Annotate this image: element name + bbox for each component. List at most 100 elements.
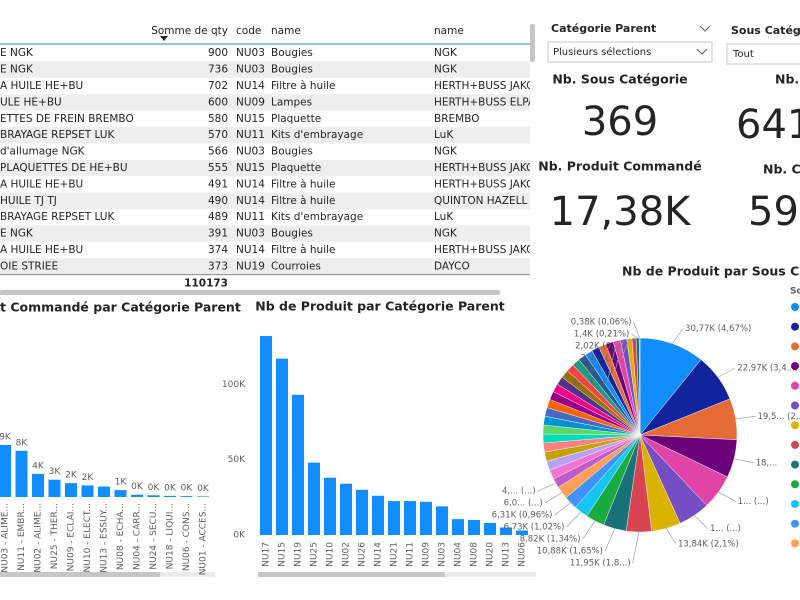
chart-hscrollbar[interactable] bbox=[258, 572, 445, 577]
cell: A HUILE HE+BU bbox=[0, 244, 83, 256]
leader-line bbox=[537, 482, 556, 492]
x-tick-label: NU08 - ECHA... bbox=[116, 503, 126, 570]
cell: BRAYAGE REPSET LUK bbox=[0, 211, 115, 223]
cell: BREMBO bbox=[434, 113, 479, 125]
pie-slice bbox=[639, 337, 702, 436]
leader-line bbox=[632, 531, 640, 564]
dropdown[interactable] bbox=[547, 41, 713, 63]
data-label: 2,4... (...) bbox=[581, 354, 620, 364]
chevron[interactable] bbox=[696, 48, 708, 55]
slicer-title: Catégorie Parent bbox=[551, 22, 656, 35]
y-tick-label: 50K bbox=[228, 455, 246, 465]
x-tick-label: NU03 bbox=[438, 542, 448, 567]
cell: NU15 bbox=[236, 162, 265, 174]
x-tick-label: NU18 - LIQUI... bbox=[166, 503, 176, 569]
bar bbox=[276, 358, 288, 535]
leader-line bbox=[566, 511, 582, 528]
cell: NGK bbox=[434, 228, 458, 240]
bar bbox=[114, 490, 127, 497]
cell: OIE STRIEE bbox=[0, 260, 58, 272]
bar bbox=[452, 519, 464, 535]
data-label: 8,82K (1,34%) bbox=[520, 535, 581, 545]
table-scrollbar[interactable] bbox=[530, 24, 535, 62]
cell: Courroies bbox=[271, 260, 321, 272]
legend-swatch bbox=[791, 322, 799, 331]
table-hscrollbar[interactable] bbox=[0, 290, 500, 295]
chart-title: t Commandé par Catégorie Parent bbox=[0, 300, 241, 315]
data-label: 11,95K (1,8...) bbox=[570, 559, 631, 569]
row-band bbox=[0, 258, 530, 275]
card-label: Nb. Sous Catégorie bbox=[552, 72, 687, 87]
y-tick-label: 0K bbox=[233, 531, 246, 541]
card-label: Nb. Produit Commandé bbox=[538, 159, 701, 174]
legend-swatch bbox=[791, 539, 799, 548]
legend-swatch bbox=[791, 303, 799, 311]
data-label: 1,4K (0,21%) bbox=[574, 330, 629, 340]
bar bbox=[180, 496, 193, 497]
cell: 391 bbox=[208, 228, 228, 240]
x-tick-label: NU04 - CARR... bbox=[133, 503, 143, 570]
data-label: 3,... (...) bbox=[572, 378, 606, 388]
cell: 373 bbox=[208, 260, 228, 272]
row-band bbox=[0, 127, 530, 144]
bar bbox=[356, 489, 368, 535]
leader-line bbox=[626, 337, 635, 347]
leader-line bbox=[554, 502, 571, 516]
card-value: 59, bbox=[748, 189, 800, 235]
x-tick-label: NU20 bbox=[486, 542, 496, 567]
legend-swatch bbox=[791, 401, 799, 410]
data-label: 4K bbox=[32, 461, 45, 471]
data-label: 1K bbox=[115, 478, 128, 488]
x-tick-label: NU01 - ACCES... bbox=[199, 503, 209, 575]
cell: 736 bbox=[208, 64, 228, 76]
cell: d'allumage NGK bbox=[0, 146, 86, 158]
data-label: 22,97K (3,4...) bbox=[737, 363, 798, 373]
column-header: name bbox=[434, 25, 464, 37]
data-label: 0K bbox=[197, 484, 210, 494]
cell: PLAQUETTES DE HE+BU bbox=[0, 162, 128, 174]
data-label: 0K bbox=[164, 483, 177, 493]
x-tick-label: NU25 bbox=[310, 542, 320, 567]
x-tick-label: NU08 bbox=[470, 542, 480, 567]
cell: HERTH+BUSS JAKOPA bbox=[434, 162, 548, 174]
data-label: 6,0... (...) bbox=[504, 499, 543, 509]
leader-line bbox=[718, 491, 736, 502]
bar bbox=[484, 522, 496, 535]
sort-indicator[interactable] bbox=[160, 36, 168, 41]
bar bbox=[292, 394, 304, 535]
dropdown-value: Plusieurs sélections bbox=[553, 46, 651, 58]
cell: 566 bbox=[208, 146, 228, 158]
dropdown[interactable] bbox=[726, 43, 800, 65]
row-band bbox=[0, 61, 530, 78]
leader-line bbox=[733, 458, 754, 464]
chevron[interactable] bbox=[699, 25, 711, 32]
cell: LuK bbox=[434, 129, 454, 141]
chart-hscrollbar[interactable] bbox=[0, 572, 160, 577]
bar bbox=[98, 486, 110, 497]
x-tick-label: NU06 - CONS... bbox=[182, 503, 192, 571]
cell: 580 bbox=[208, 113, 228, 125]
bar bbox=[197, 496, 209, 497]
bar bbox=[420, 501, 432, 535]
chart-title: Nb de Produit par Catégorie Parent bbox=[255, 299, 504, 314]
cell: 702 bbox=[208, 80, 228, 92]
card-value: 369 bbox=[582, 99, 658, 145]
cell: Bougies bbox=[271, 64, 313, 76]
data-label: 2,02K (0,...) bbox=[575, 342, 625, 352]
cell: NGK bbox=[434, 146, 458, 158]
cell: Bougies bbox=[271, 146, 313, 158]
bar bbox=[147, 495, 160, 497]
x-tick-label: NU14 bbox=[374, 542, 384, 567]
cell: Plaquette bbox=[271, 113, 321, 125]
bar bbox=[388, 501, 400, 535]
x-tick-label: NU24 - SECU... bbox=[149, 503, 159, 570]
bar bbox=[340, 483, 352, 535]
x-tick-label: NU02 - ALIME... bbox=[34, 503, 44, 573]
cell: NU09 bbox=[236, 96, 265, 108]
bar bbox=[81, 485, 94, 497]
x-tick-label: NU26 bbox=[358, 542, 368, 567]
cell: ETTES DE FREIN BREMBO bbox=[0, 113, 134, 125]
cell: E NGK bbox=[0, 228, 34, 240]
cell: DAYCO bbox=[434, 260, 470, 272]
